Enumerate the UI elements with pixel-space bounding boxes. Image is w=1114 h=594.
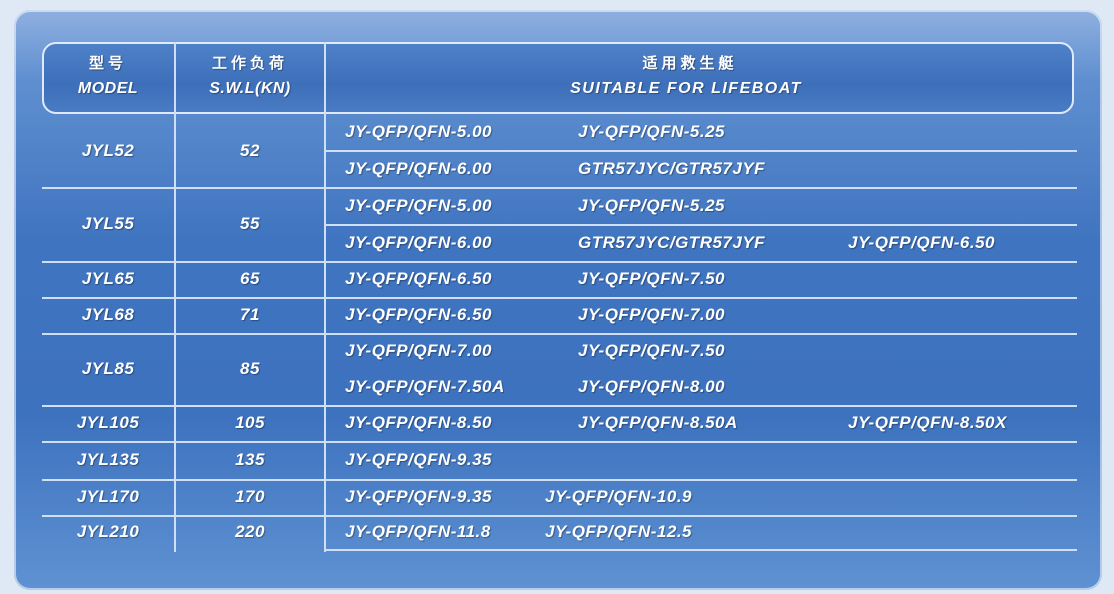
swl-cell: 65 <box>240 269 260 288</box>
model-cell: JYL210 <box>76 522 140 541</box>
swl-cell: 105 <box>235 413 265 432</box>
model-cell: JYL55 <box>81 214 135 233</box>
table-header <box>42 42 1074 114</box>
header-lifeboat-cn: 适用救生艇 <box>642 55 738 72</box>
header-swl-cn: 工作负荷 <box>211 55 289 72</box>
row-divider <box>42 441 1077 443</box>
lifeboat-model: JY-QFP/QFN-8.00 <box>578 377 725 396</box>
lifeboat-model: JY-QFP/QFN-9.35 <box>345 450 492 469</box>
swl-cell: 55 <box>240 214 260 233</box>
model-cell: JYL65 <box>81 269 135 288</box>
lifeboat-model: JY-QFP/QFN-7.50 <box>578 341 725 360</box>
lifeboat-model: JY-QFP/QFN-7.00 <box>578 305 725 324</box>
lifeboat-model: JY-QFP/QFN-8.50 <box>345 413 492 432</box>
swl-cell: 135 <box>235 450 265 469</box>
swl-cell: 220 <box>235 522 265 541</box>
lifeboat-model: JY-QFP/QFN-7.50A <box>345 377 505 396</box>
lifeboat-model: JY-QFP/QFN-12.5 <box>545 522 692 541</box>
lifeboat-model: JY-QFP/QFN-11.8 <box>345 522 491 541</box>
model-cell: JYL85 <box>81 359 135 378</box>
lifeboat-model: GTR57JYC/GTR57JYF <box>578 232 766 252</box>
row-divider <box>42 405 1077 407</box>
model-cell: JYL170 <box>76 487 140 506</box>
sub-row-divider <box>325 150 1077 152</box>
model-cell: JYL52 <box>81 140 135 160</box>
model-cell: JYL135 <box>76 450 140 469</box>
lifeboat-model: JY-QFP/QFN-10.9 <box>545 487 692 506</box>
lifeboat-model: JY-QFP/QFN-6.50 <box>345 269 492 288</box>
row-divider <box>325 549 1077 551</box>
lifeboat-model: JY-QFP/QFN-8.50X <box>848 413 1007 432</box>
row-divider <box>42 479 1077 481</box>
row-divider <box>42 333 1077 335</box>
header-swl-en: S.W.L(KN) <box>209 80 291 97</box>
lifeboat-model: GTR57JYC/GTR57JYF <box>578 158 766 178</box>
row-divider <box>42 261 1077 263</box>
header-lifeboat-en: SUITABLE FOR LIFEBOAT <box>570 80 802 97</box>
lifeboat-model: JY-QFP/QFN-6.50 <box>345 305 492 324</box>
lifeboat-model: JY-QFP/QFN-5.25 <box>578 122 725 142</box>
lifeboat-model: JY-QFP/QFN-9.35 <box>345 487 492 506</box>
lifeboat-model: JY-QFP/QFN-6.00 <box>345 232 492 252</box>
lifeboat-model: JY-QFP/QFN-5.00 <box>345 122 492 142</box>
sub-row-divider <box>325 224 1077 226</box>
lifeboat-model: JY-QFP/QFN-7.00 <box>345 341 492 360</box>
row-divider <box>42 297 1077 299</box>
lifeboat-model: JY-QFP/QFN-6.00 <box>345 158 492 178</box>
model-cell: JYL68 <box>81 305 135 324</box>
row-divider <box>42 515 1077 517</box>
row-divider <box>42 187 1077 189</box>
swl-cell: 52 <box>240 140 260 160</box>
lifeboat-model: JY-QFP/QFN-6.50 <box>848 232 995 252</box>
swl-cell: 85 <box>240 359 260 378</box>
model-cell: JYL105 <box>76 413 140 432</box>
header-model-en: MODEL <box>77 80 139 97</box>
lifeboat-model: JY-QFP/QFN-7.50 <box>578 269 725 288</box>
header-model-cn: 型号 <box>88 55 128 72</box>
swl-cell: 170 <box>235 487 265 506</box>
swl-cell: 71 <box>240 305 260 324</box>
lifeboat-model: JY-QFP/QFN-5.25 <box>578 195 725 215</box>
lifeboat-model: JY-QFP/QFN-8.50A <box>578 413 738 432</box>
lifeboat-model: JY-QFP/QFN-5.00 <box>345 195 492 215</box>
